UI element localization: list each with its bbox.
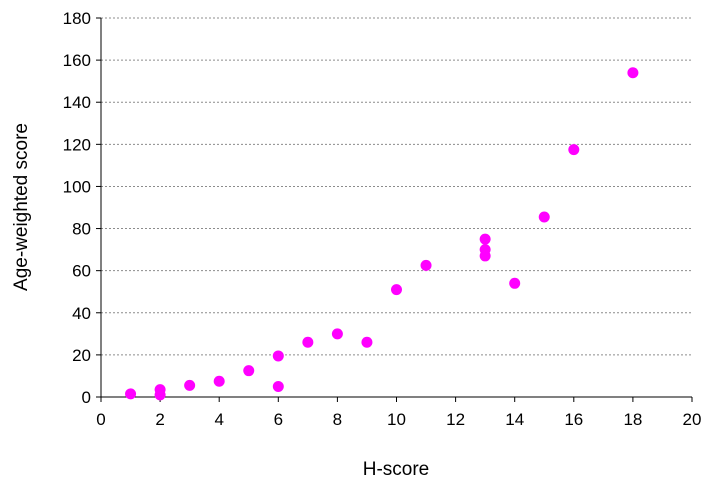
data-point [420, 259, 432, 271]
data-point [213, 375, 225, 387]
x-tick-label: 20 [683, 410, 702, 429]
data-point [272, 380, 284, 392]
y-ticks: 0 20 40 60 80 100 120 140 160 180 [63, 9, 101, 407]
data-point [184, 379, 196, 391]
data-point [302, 336, 314, 348]
data-point [479, 233, 491, 245]
data-point [568, 144, 580, 156]
x-tick-label: 4 [214, 410, 223, 429]
x-tick-label: 6 [274, 410, 283, 429]
y-tick-label: 0 [82, 388, 91, 407]
y-tick-label: 140 [63, 93, 91, 112]
y-tick-label: 20 [72, 346, 91, 365]
data-point [391, 284, 402, 296]
y-axis-label: Age-weighted score [11, 123, 32, 291]
y-tick-label: 100 [63, 177, 91, 196]
gridlines [101, 17, 692, 356]
data-point [361, 336, 373, 348]
x-tick-label: 0 [96, 410, 105, 429]
axes [100, 18, 692, 398]
y-tick-label: 120 [63, 135, 91, 154]
x-tick-label: 18 [623, 410, 642, 429]
data-point [125, 388, 137, 400]
y-tick-label: 40 [72, 304, 91, 323]
data-points [125, 67, 639, 401]
y-tick-label: 180 [63, 9, 91, 28]
data-point [272, 350, 284, 362]
x-tick-label: 14 [505, 410, 524, 429]
y-tick-label: 60 [72, 262, 91, 281]
x-axis-label: H-score [363, 459, 430, 480]
data-point [627, 67, 639, 79]
x-tick-label: 12 [446, 410, 465, 429]
data-point [509, 277, 521, 289]
x-tick-label: 16 [564, 410, 583, 429]
x-tick-label: 8 [333, 410, 342, 429]
data-point [243, 365, 255, 377]
x-tick-label: 10 [387, 410, 406, 429]
y-tick-label: 160 [63, 51, 91, 70]
data-point [154, 389, 166, 401]
data-point [538, 211, 550, 223]
x-ticks: 0 2 4 6 8 10 12 14 16 18 20 [96, 397, 701, 429]
y-tick-label: 80 [72, 220, 91, 239]
data-point [331, 328, 343, 340]
data-point [479, 250, 491, 262]
x-tick-label: 2 [155, 410, 164, 429]
